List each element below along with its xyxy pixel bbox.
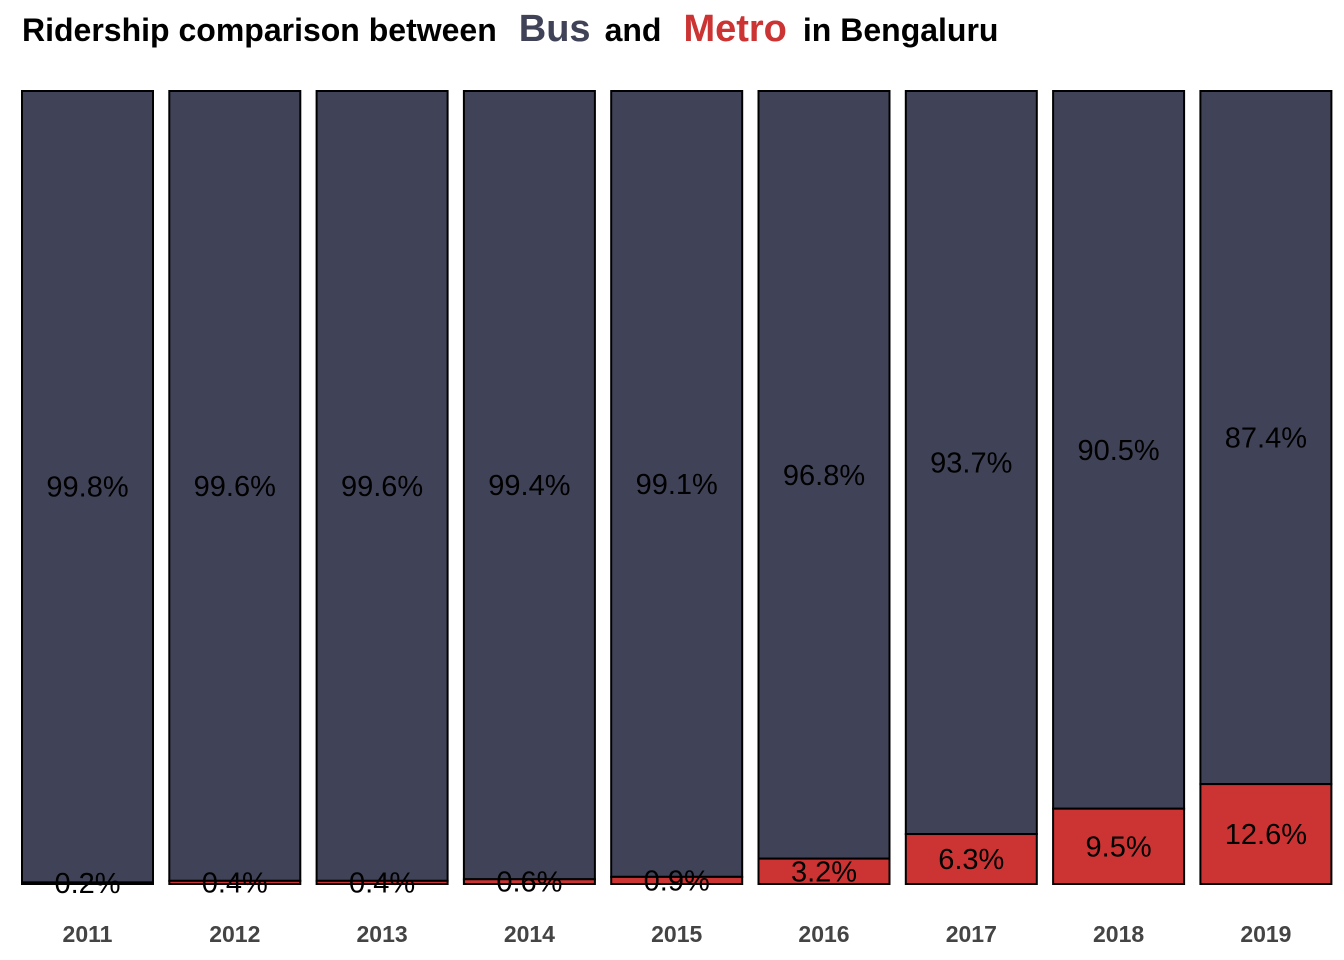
x-tick-label-2016: 2016 [798,921,849,947]
bar-metro-2015 [610,875,744,885]
bar-bus-2012 [168,90,302,882]
title-bus-word: Bus [518,8,591,50]
data-label-metro-2017: 6.3% [938,844,1004,876]
data-label-bus-2011: 99.8% [46,472,128,504]
title-middle: and [604,12,662,48]
data-label-bus-2015: 99.1% [636,469,718,501]
bar-bus-2013 [315,90,449,882]
bar-metro-2018 [1052,807,1186,885]
bar-metro-2014 [462,878,596,886]
data-label-bus-2013: 99.6% [341,471,423,503]
title-prefix: Ridership comparison between [22,12,497,48]
x-tick-label-2018: 2018 [1093,921,1144,947]
bar-bus-2017 [904,90,1038,836]
bar-bus-2018 [1052,90,1186,810]
data-label-metro-2013: 0.4% [349,867,415,899]
bar-metro-2016 [757,857,891,886]
bar-metro-2013 [315,879,449,886]
data-label-bus-2012: 99.6% [194,471,276,503]
x-tick-label-2012: 2012 [209,921,260,947]
bar-bus-2015 [610,90,744,878]
x-tick-label-2017: 2017 [946,921,997,947]
bar-bus-2014 [462,90,596,881]
data-label-metro-2019: 12.6% [1225,819,1307,851]
bar-metro-2011 [21,881,154,886]
chart-title: Ridership comparison between Bus and Metro i… [22,8,998,51]
bar-metro-2017 [904,833,1038,886]
x-tick-label-2011: 2011 [63,921,113,947]
data-label-bus-2017: 93.7% [930,448,1012,480]
x-tick-label-2019: 2019 [1240,921,1291,947]
bar-metro-2019 [1199,783,1333,885]
data-label-bus-2016: 96.8% [783,460,865,492]
data-label-metro-2016: 3.2% [791,856,857,888]
data-label-metro-2018: 9.5% [1086,831,1152,863]
data-label-metro-2012: 0.4% [202,867,268,899]
data-label-metro-2015: 0.9% [644,865,710,897]
bar-bus-2019 [1199,90,1333,786]
bar-bus-2011 [21,90,154,884]
data-label-metro-2014: 0.6% [496,867,562,899]
data-label-metro-2011: 0.2% [54,868,120,900]
title-suffix: in Bengaluru [802,12,999,48]
x-tick-label-2013: 2013 [357,921,408,947]
data-label-bus-2018: 90.5% [1077,435,1159,467]
data-label-bus-2014: 99.4% [488,470,570,502]
bar-metro-2012 [168,879,302,886]
title-metro-word: Metro [683,8,787,50]
data-label-bus-2019: 87.4% [1225,423,1307,455]
x-tick-label-2014: 2014 [504,921,555,947]
bar-bus-2016 [757,90,891,860]
x-tick-label-2015: 2015 [651,921,702,947]
